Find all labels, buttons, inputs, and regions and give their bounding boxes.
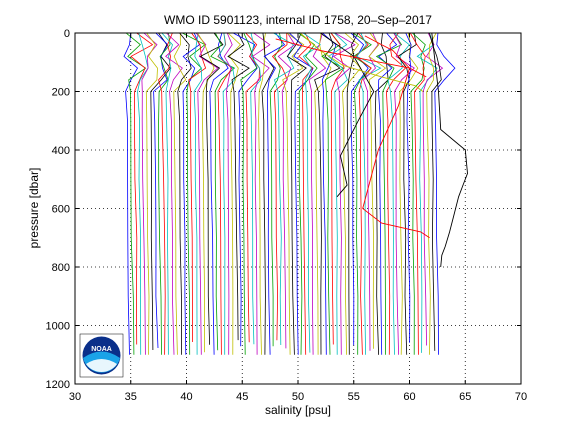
profile-line: [397, 33, 417, 355]
y-tick-label: 1200: [46, 379, 70, 391]
profile-line: [251, 33, 271, 355]
profile-line: [356, 33, 382, 355]
profile-line: [182, 33, 206, 355]
profile-line: [286, 33, 307, 355]
profile-line: [429, 33, 442, 351]
profile-line: [385, 33, 406, 355]
profile-line: [368, 33, 387, 349]
profile-line: [210, 33, 236, 351]
y-tick-label: 400: [52, 145, 70, 157]
profile-lines: [123, 33, 456, 355]
profile-line: [261, 33, 275, 355]
x-tick-label: 70: [515, 391, 527, 403]
x-axis-label: salinity [psu]: [265, 403, 331, 417]
profile-line: [130, 33, 154, 345]
profile-line: [399, 33, 419, 355]
axis-ticks: 30 35 40 45 50 55 60 65 70 0 200 400 600 800 1000 1200: [46, 28, 528, 403]
profile-line: [282, 33, 305, 355]
profile-line: [263, 33, 286, 355]
profile-line: [123, 33, 139, 355]
y-tick-label: 200: [52, 87, 70, 99]
profile-line: [434, 33, 456, 355]
x-tick-label: 50: [292, 391, 304, 403]
profile-line: [405, 33, 412, 343]
x-tick-label: 65: [459, 391, 471, 403]
profile-line: [227, 33, 250, 341]
profile-line: [188, 33, 207, 343]
profile-line: [125, 33, 147, 355]
profile-line: [327, 33, 348, 355]
profile-line: [223, 33, 233, 355]
x-tick-label: 40: [180, 391, 192, 403]
profile-line: [217, 33, 236, 355]
profile-line: [137, 33, 149, 355]
outlier-profile-line: [431, 33, 468, 268]
profile-line: [332, 33, 356, 355]
profile-line: [426, 33, 437, 355]
profile-line: [393, 33, 415, 355]
noaa-logo-text: NOAA: [91, 346, 112, 353]
y-tick-label: 1000: [46, 321, 70, 333]
profile-line: [271, 33, 288, 341]
chart-title: WMO ID 5901123, internal ID 1758, 20–Sep…: [164, 13, 432, 27]
profile-line: [250, 33, 262, 345]
y-tick-label: 0: [64, 28, 70, 40]
profile-line: [173, 33, 187, 355]
outlier-profile-line: [299, 33, 424, 92]
outlier-profile-lines: [275, 33, 468, 268]
profile-line: [158, 33, 171, 355]
y-tick-label: 800: [52, 262, 70, 274]
noaa-logo: NOAA: [79, 333, 124, 378]
profile-line: [195, 33, 219, 355]
profile-line: [182, 33, 200, 355]
profile-line: [145, 33, 158, 355]
x-tick-label: 35: [125, 391, 137, 403]
profile-line: [302, 33, 322, 353]
profile-line: [346, 33, 359, 355]
profile-line: [165, 33, 183, 355]
x-tick-label: 55: [348, 391, 360, 403]
profile-line: [308, 33, 327, 355]
x-tick-label: 60: [403, 391, 415, 403]
outlier-profile-line: [320, 33, 375, 198]
profile-line: [375, 33, 403, 355]
outlier-profile-line: [362, 35, 430, 239]
profile-line: [289, 33, 314, 355]
outlier-profile-line: [275, 38, 427, 78]
profile-line: [298, 33, 314, 355]
y-tick-label: 600: [52, 204, 70, 216]
profile-line: [321, 33, 345, 355]
profile-line: [199, 33, 224, 345]
profile-line: [277, 33, 296, 349]
profile-line: [193, 33, 203, 355]
y-axis-label: pressure [dbar]: [27, 168, 41, 249]
x-tick-label: 45: [236, 391, 248, 403]
profile-line: [314, 33, 332, 355]
profile-line: [273, 33, 295, 346]
profile-line: [416, 33, 438, 353]
x-tick-label: 30: [69, 391, 81, 403]
